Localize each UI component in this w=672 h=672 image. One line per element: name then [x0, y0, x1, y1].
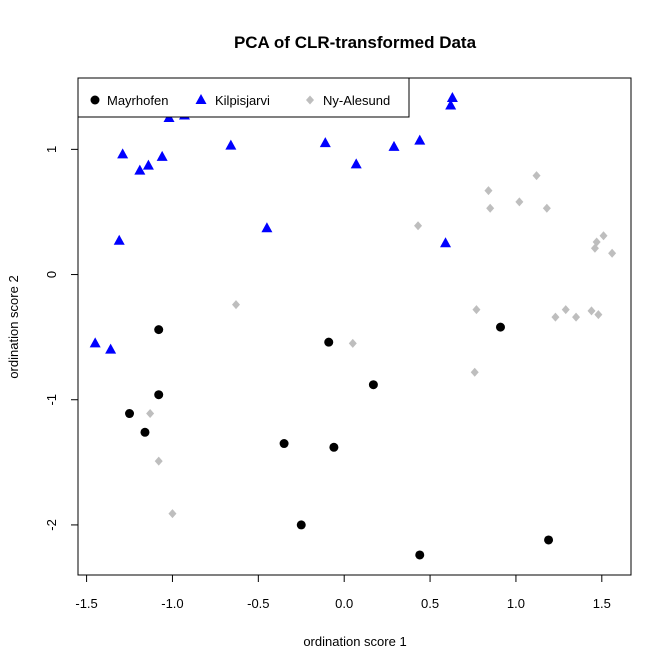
x-tick-label: -1.0	[161, 596, 183, 611]
data-point	[599, 231, 608, 241]
data-point	[608, 248, 617, 258]
data-point	[154, 390, 164, 400]
data-point	[154, 456, 163, 466]
data-point	[470, 367, 479, 377]
data-point	[142, 159, 154, 170]
legend: Mayrhofen Kilpisjarvi Ny-Alesund	[77, 77, 410, 118]
data-point	[232, 300, 240, 310]
x-tick-label: -0.5	[247, 596, 269, 611]
data-point	[279, 439, 289, 449]
data-point	[105, 343, 117, 354]
data-point	[140, 427, 150, 437]
data-point	[156, 150, 168, 161]
data-point	[261, 222, 273, 233]
data-point	[446, 92, 458, 103]
data-point	[368, 380, 378, 390]
legend-marker	[306, 95, 314, 105]
y-axis: -2 -1 0 1	[44, 146, 79, 531]
data-point	[542, 203, 551, 213]
data-point	[125, 409, 135, 419]
data-point	[324, 337, 334, 347]
legend-label: Kilpisjarvi	[215, 93, 270, 108]
data-point	[544, 535, 554, 545]
data-point	[415, 550, 425, 560]
data-point	[515, 197, 524, 207]
data-point	[113, 234, 125, 245]
chart-title: PCA of CLR-transformed Data	[234, 33, 477, 52]
data-point	[388, 140, 400, 151]
x-tick-label: -1.5	[75, 596, 97, 611]
data-point	[594, 310, 603, 320]
series-kilpisjarvi	[89, 92, 458, 354]
legend-box	[77, 77, 410, 118]
data-point	[532, 171, 541, 181]
legend-marker	[195, 94, 207, 104]
series-mayrhofen	[125, 322, 554, 560]
data-point	[445, 99, 457, 110]
x-tick-label: 1.5	[593, 596, 611, 611]
x-tick-label: 0.0	[335, 596, 353, 611]
legend-label: Mayrhofen	[107, 93, 168, 108]
y-tick-label: 0	[44, 271, 59, 278]
data-point	[440, 237, 452, 248]
data-point	[117, 148, 129, 159]
x-axis: -1.5 -1.0 -0.5 0.0 0.5 1.0 1.5	[75, 574, 611, 611]
x-tick-label: 0.5	[421, 596, 439, 611]
data-point	[551, 312, 560, 322]
data-point	[472, 305, 481, 315]
points-layer	[89, 92, 617, 560]
legend-entry: Mayrhofen	[90, 93, 168, 108]
data-point	[414, 134, 426, 145]
y-axis-title: ordination score 2	[6, 275, 21, 378]
data-point	[168, 509, 177, 519]
y-tick-label: -1	[44, 394, 59, 406]
data-point	[329, 442, 339, 452]
data-point	[348, 338, 357, 348]
legend-entry: Kilpisjarvi	[195, 93, 270, 108]
x-tick-label: 1.0	[507, 596, 525, 611]
legend-marker	[90, 95, 100, 105]
data-point	[296, 520, 306, 530]
data-point	[154, 325, 164, 335]
data-point	[592, 237, 601, 247]
legend-label: Ny-Alesund	[323, 93, 390, 108]
x-axis-title: ordination score 1	[303, 634, 406, 649]
data-point	[572, 312, 581, 322]
y-tick-label: 1	[44, 146, 59, 153]
data-point	[561, 305, 570, 315]
data-point	[484, 186, 493, 196]
data-point	[89, 337, 101, 348]
data-point	[225, 139, 237, 150]
data-point	[319, 137, 331, 148]
legend-entry: Ny-Alesund	[306, 93, 390, 108]
data-point	[495, 322, 505, 332]
y-tick-label: -2	[44, 519, 59, 531]
data-point	[146, 409, 155, 419]
data-point	[350, 158, 362, 169]
data-point	[587, 306, 596, 316]
data-point	[134, 164, 146, 175]
series-ny-alesund	[146, 171, 617, 519]
data-point	[414, 221, 423, 231]
data-point	[486, 203, 495, 213]
